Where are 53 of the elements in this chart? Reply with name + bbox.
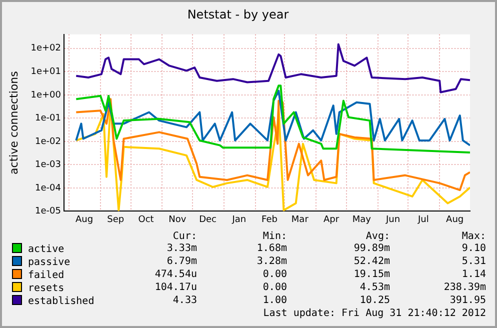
legend-label: failed	[27, 269, 66, 282]
x-tick-label: Aug	[75, 214, 94, 225]
y-tick-label: 1e-01	[35, 114, 61, 124]
text: 238.39m	[442, 282, 486, 295]
text: 4.53m	[358, 282, 390, 295]
legend-label: active	[27, 243, 66, 256]
text: 1.14	[460, 269, 486, 282]
x-tick-label: Jan	[231, 214, 246, 225]
text: Min:	[262, 231, 287, 243]
text: 1.00	[262, 295, 287, 308]
text: 3.28m	[256, 256, 287, 269]
x-tick-label: Mar	[291, 214, 309, 225]
x-tick-label: Jun	[385, 214, 400, 225]
text: Max:	[460, 231, 486, 243]
x-tick-label: Nov	[168, 214, 187, 225]
legend-label: passive	[27, 256, 72, 269]
y-tick-label: 1e-04	[35, 183, 62, 194]
text: 99.89m	[352, 243, 390, 256]
x-tick-label: Apr	[324, 214, 340, 225]
text: 9.10	[460, 243, 486, 256]
text: 4.33	[172, 295, 197, 308]
text: 10.25	[358, 295, 390, 308]
text: 5.31	[460, 256, 486, 269]
y-tick-label: 1e+01	[30, 67, 61, 78]
y-tick-label: 1e-05	[35, 206, 61, 217]
text: 391.95	[448, 295, 486, 308]
text: 0.00	[262, 282, 287, 295]
y-tick-label: 1e+00	[30, 90, 62, 100]
text: 1.68m	[256, 243, 287, 256]
text: 6.79m	[166, 256, 197, 269]
y-tick-label: 1e+02	[30, 44, 61, 54]
y-axis-title: active connections	[7, 70, 20, 174]
y-tick-label: 1e-03	[35, 160, 61, 170]
x-tick-label: Jul	[416, 214, 429, 225]
y-tick-label: 1e-02	[35, 136, 61, 147]
text: 3.33m	[166, 243, 197, 256]
x-tick-label: May	[352, 214, 372, 225]
x-tick-label: Dec	[199, 214, 217, 225]
text: 104.17u	[154, 282, 197, 295]
text: Avg:	[364, 231, 390, 243]
text: Cur:	[172, 231, 197, 243]
chart-title: Netstat - by year	[187, 7, 289, 22]
text: 474.54u	[154, 269, 197, 282]
text: 52.42m	[352, 256, 390, 269]
text: Last update: Fri Aug 31 21:40:12 2012	[262, 308, 486, 320]
text: 0.00	[262, 269, 287, 282]
x-tick-label: Feb	[262, 214, 278, 225]
x-tick-label: Aug	[446, 214, 464, 225]
legend-label: resets	[27, 282, 66, 295]
legend-label: established	[27, 295, 96, 308]
x-tick-label: Oct	[138, 214, 154, 225]
text: 19.15m	[352, 269, 390, 282]
x-tick-label: Sep	[107, 214, 124, 225]
